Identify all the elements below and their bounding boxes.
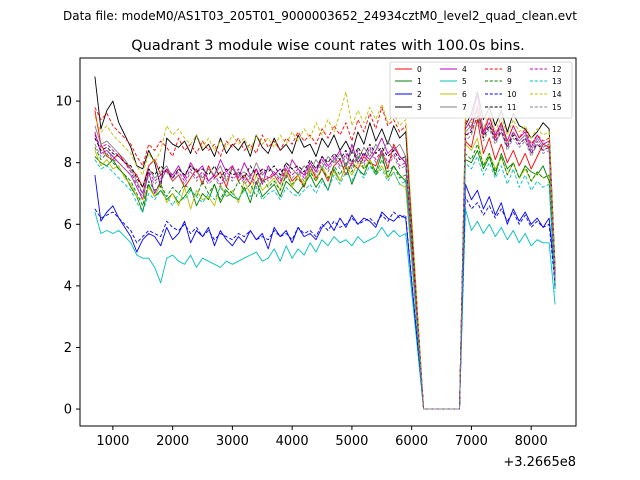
series-line-7: [94, 109, 556, 410]
x-tick-label: 5000: [335, 434, 368, 449]
series-line-5: [94, 208, 556, 410]
series-line-2: [94, 174, 556, 410]
x-offset-label: +3.2665e8: [503, 455, 576, 470]
y-tick-label: 10: [55, 95, 72, 110]
series-line-12: [94, 103, 556, 410]
x-axis: 1000 2000 3000 4000 5000 6000 7000 8000: [96, 426, 548, 449]
legend-label-5: 5: [462, 77, 467, 86]
y-tick-label: 6: [64, 218, 72, 233]
chart-title: Quadrant 3 module wise count rates with …: [131, 38, 525, 54]
y-tick-label: 4: [64, 279, 72, 294]
legend-label-11: 11: [507, 103, 517, 112]
legend-label-2: 2: [417, 90, 422, 99]
x-tick-label: 4000: [276, 434, 309, 449]
series-line-15: [94, 112, 556, 410]
legend-label-9: 9: [507, 77, 512, 86]
y-tick-label: 8: [64, 156, 72, 171]
series-line-8: [94, 106, 556, 410]
legend-label-4: 4: [462, 65, 467, 74]
plot-lines: [94, 76, 556, 410]
figure-suptitle: Data file: modeM0/AS1T03_205T01_90000036…: [63, 9, 577, 23]
legend-label-13: 13: [552, 77, 562, 86]
legend-label-3: 3: [417, 103, 422, 112]
x-tick-label: 1000: [96, 434, 129, 449]
series-line-1: [94, 149, 556, 410]
legend-label-7: 7: [462, 103, 467, 112]
legend-label-1: 1: [417, 77, 422, 86]
x-tick-label: 8000: [515, 434, 548, 449]
series-line-10: [94, 196, 556, 410]
legend-label-0: 0: [417, 65, 422, 74]
legend-label-15: 15: [552, 103, 562, 112]
legend-label-14: 14: [552, 90, 562, 99]
series-line-0: [94, 110, 556, 410]
y-tick-label: 2: [64, 341, 72, 356]
series-line-13: [94, 156, 556, 410]
legend-label-10: 10: [507, 90, 517, 99]
series-line-9: [94, 143, 556, 410]
legend-label-8: 8: [507, 65, 512, 74]
series-line-4: [94, 94, 556, 410]
axes-frame: [79, 57, 577, 427]
series-line-14: [94, 91, 556, 410]
x-tick-label: 3000: [216, 434, 249, 449]
y-axis: 0 2 4 6 8 10: [55, 95, 80, 418]
x-tick-label: 6000: [395, 434, 428, 449]
legend-box: [389, 61, 573, 119]
series-line-6: [94, 137, 556, 410]
y-tick-label: 0: [64, 403, 72, 418]
legend-label-6: 6: [462, 90, 467, 99]
x-tick-label: 2000: [156, 434, 189, 449]
x-tick-label: 7000: [455, 434, 488, 449]
legend-label-12: 12: [552, 65, 562, 74]
series-line-11: [94, 116, 556, 410]
